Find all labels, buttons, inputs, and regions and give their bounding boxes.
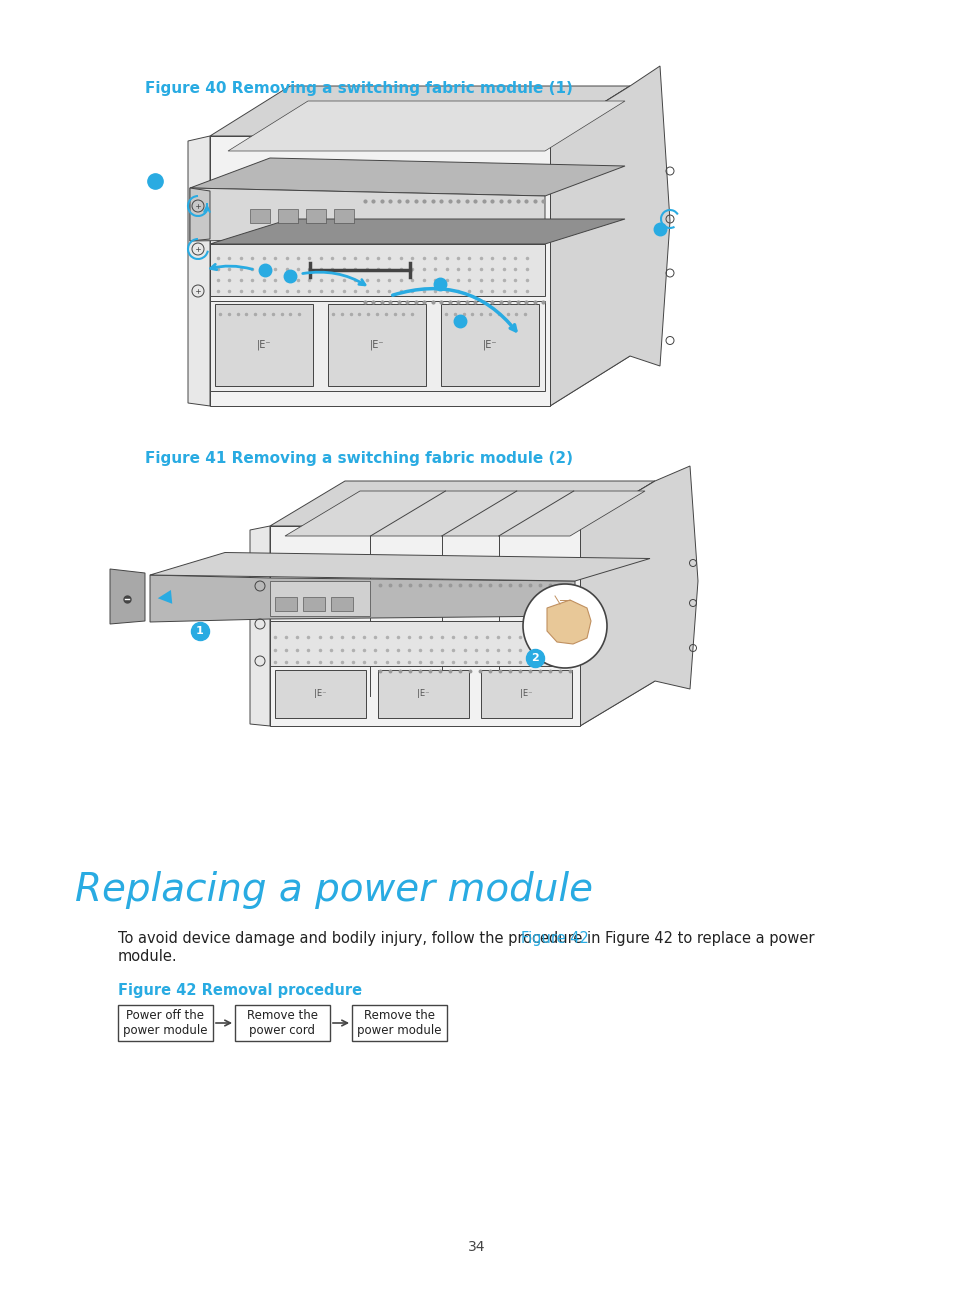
Polygon shape — [270, 481, 655, 526]
Bar — [331, 597, 353, 610]
Text: |E⁻: |E⁻ — [256, 340, 271, 350]
Text: 1: 1 — [196, 626, 204, 636]
Text: |E⁻: |E⁻ — [519, 689, 532, 699]
FancyBboxPatch shape — [352, 1004, 447, 1041]
Bar — [334, 209, 354, 223]
Text: 34: 34 — [468, 1240, 485, 1255]
Polygon shape — [150, 575, 575, 622]
Polygon shape — [190, 158, 624, 196]
Bar — [306, 209, 326, 223]
Text: |E⁻: |E⁻ — [370, 340, 384, 350]
Bar — [214, 305, 313, 386]
Bar — [210, 244, 544, 295]
Text: |E⁻: |E⁻ — [416, 689, 429, 699]
Polygon shape — [285, 491, 644, 537]
Polygon shape — [270, 526, 579, 726]
Polygon shape — [190, 188, 210, 241]
Polygon shape — [190, 188, 544, 241]
Text: To avoid device damage and bodily injury, follow the procedure in Figure 42 to r: To avoid device damage and bodily injury… — [118, 931, 814, 946]
Text: Figure 42: Figure 42 — [520, 931, 588, 946]
Bar — [377, 670, 469, 718]
Bar — [274, 597, 296, 610]
Bar — [210, 301, 544, 391]
Polygon shape — [210, 86, 629, 136]
Polygon shape — [150, 552, 649, 581]
Circle shape — [522, 584, 606, 667]
Bar — [328, 305, 426, 386]
Text: Figure 41 Removing a switching fabric module (2): Figure 41 Removing a switching fabric mo… — [145, 451, 573, 467]
Polygon shape — [110, 569, 145, 623]
Polygon shape — [546, 600, 590, 644]
Polygon shape — [579, 481, 655, 726]
Text: |E⁻: |E⁻ — [314, 689, 327, 699]
Polygon shape — [188, 136, 210, 406]
FancyBboxPatch shape — [234, 1004, 330, 1041]
Bar — [303, 597, 325, 610]
Polygon shape — [550, 66, 669, 406]
Bar — [440, 305, 538, 386]
Text: Remove the
power module: Remove the power module — [356, 1010, 441, 1037]
Text: Power off the
power module: Power off the power module — [123, 1010, 208, 1037]
Text: Remove the
power cord: Remove the power cord — [247, 1010, 317, 1037]
Text: 2: 2 — [531, 653, 538, 664]
Bar — [270, 621, 575, 666]
Polygon shape — [228, 101, 624, 152]
Text: Replacing a power module: Replacing a power module — [75, 871, 593, 908]
Polygon shape — [579, 467, 698, 726]
Bar — [277, 209, 297, 223]
Polygon shape — [210, 136, 550, 406]
Bar — [274, 670, 366, 718]
Polygon shape — [550, 86, 629, 406]
Bar — [250, 209, 270, 223]
Text: Figure 42 Removal procedure: Figure 42 Removal procedure — [118, 982, 362, 998]
Text: |E⁻: |E⁻ — [482, 340, 497, 350]
Bar — [480, 670, 572, 718]
Text: Figure 40 Removing a switching fabric module (1): Figure 40 Removing a switching fabric mo… — [145, 80, 572, 96]
Polygon shape — [250, 526, 270, 726]
Polygon shape — [210, 219, 624, 244]
FancyBboxPatch shape — [118, 1004, 213, 1041]
Text: module.: module. — [118, 949, 177, 964]
Bar — [270, 581, 370, 616]
